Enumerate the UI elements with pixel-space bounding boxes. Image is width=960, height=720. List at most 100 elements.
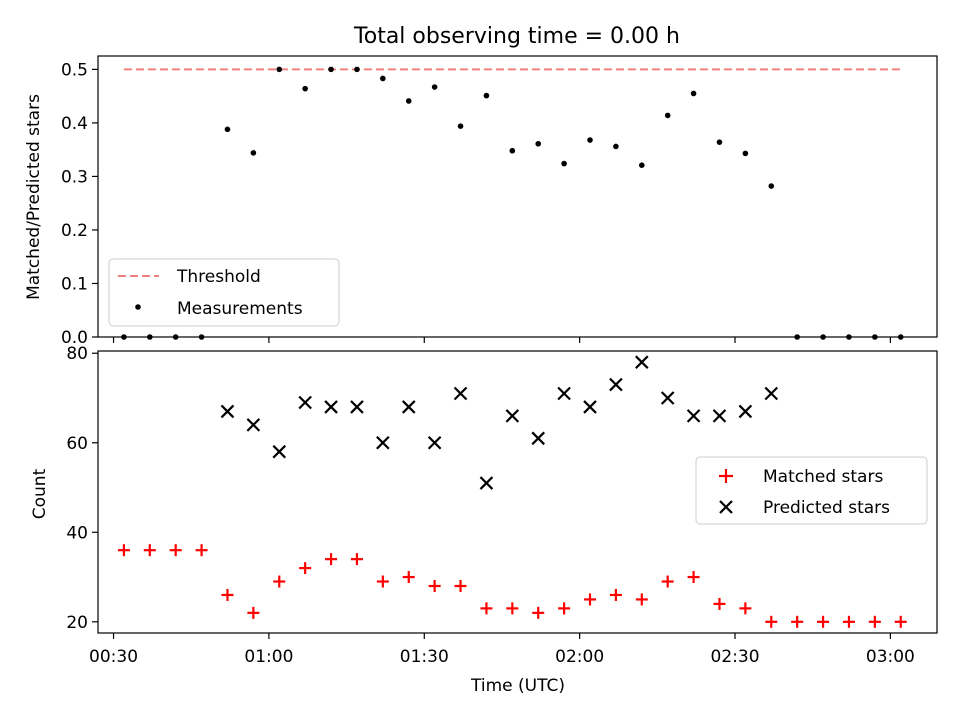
predicted-star-point: [764, 386, 779, 401]
matched-star-point: [402, 571, 415, 584]
measurement-point: [535, 140, 542, 147]
measurement-point: [328, 66, 334, 73]
measurement-point: [276, 66, 283, 73]
predicted-star-point: [686, 409, 701, 423]
bottom-legend-box: [695, 456, 928, 525]
predicted-star-point: [479, 476, 494, 490]
measurement-point: [742, 150, 749, 157]
measurement-point: [457, 123, 464, 129]
bottom-x-tick-label: 01:00: [244, 647, 293, 667]
measurement-point: [587, 137, 593, 143]
matched-star-point: [687, 571, 700, 584]
measurement-point: [431, 84, 438, 90]
measurement-point: [664, 112, 671, 119]
top-y-ticks: 0.0 0.1 0.2 0.3 0.4 0.5: [61, 60, 98, 348]
predicted-star-point: [583, 400, 597, 414]
predicted-star-point: [531, 431, 545, 446]
matched-star-point: [273, 575, 286, 588]
bottom-y-tick-label: 80: [66, 344, 88, 364]
bottom-x-tick-label: 00:30: [89, 647, 138, 667]
matched-star-point: [817, 615, 830, 628]
matched-star-point: [765, 615, 778, 628]
measurement-point: [561, 160, 567, 167]
top-y-tick-label: 0.5: [61, 60, 88, 80]
matched-star-point: [169, 544, 182, 557]
matched-star-point: [247, 606, 260, 619]
top-panel: 0.0 0.1 0.2 0.3 0.4 0.5 Matched/Predicted sta…: [24, 55, 938, 348]
measurement-point: [224, 126, 231, 133]
matched-star-point: [480, 602, 493, 615]
measurement-point: [690, 90, 697, 97]
legend-predicted-swatch: [719, 500, 733, 514]
measurement-point: [380, 75, 386, 82]
predicted-star-point: [427, 435, 442, 450]
legend-matched-swatch: [719, 469, 733, 483]
top-legend-box: [108, 258, 340, 327]
bottom-y-axis-label: Count: [30, 468, 50, 519]
matched-star-point: [376, 575, 389, 588]
bottom-y-tick-label: 60: [66, 434, 88, 454]
bottom-y-tick-label: 40: [66, 523, 88, 543]
matched-star-point: [635, 593, 648, 606]
matched-star-point: [506, 602, 519, 615]
top-marks: [121, 66, 904, 340]
predicted-star-point: [272, 444, 287, 459]
predicted-star-point: [246, 418, 261, 432]
measurement-point: [716, 139, 723, 145]
bottom-x-tick-label: 02:30: [711, 647, 760, 667]
matched-star-point: [117, 544, 130, 557]
top-axes-frame: [97, 55, 938, 338]
measurement-point: [483, 92, 490, 99]
matched-star-point: [299, 562, 312, 575]
top-x-ticks: [112, 337, 891, 343]
bottom-x-tick-label: 01:30: [400, 647, 449, 667]
legend-matched-label: Matched stars: [763, 467, 883, 487]
legend-threshold-label: Threshold: [176, 267, 261, 287]
matched-star-point: [454, 580, 467, 592]
measurement-point: [613, 143, 619, 150]
bottom-x-tick-label: 02:00: [555, 647, 604, 667]
figure-title: Total observing time = 0.00 h: [353, 24, 680, 49]
predicted-star-point: [557, 386, 571, 401]
matched-star-point: [221, 588, 234, 601]
top-y-tick-label: 0.0: [61, 328, 88, 348]
measurement-point: [509, 147, 516, 154]
top-y-axis-label: Matched/Predicted stars: [24, 94, 44, 300]
matched-star-point: [584, 593, 597, 606]
top-y-tick-label: 0.1: [61, 274, 88, 294]
bottom-x-axis-label: Time (UTC): [470, 676, 565, 696]
top-legend: Threshold Measurements: [108, 258, 340, 327]
matched-star-point: [428, 580, 441, 592]
top-y-tick-label: 0.2: [61, 221, 88, 241]
matched-star-point: [791, 615, 804, 628]
legend-predicted-label: Predicted stars: [763, 498, 890, 518]
measurement-point: [250, 150, 257, 156]
matched-star-point: [558, 602, 571, 615]
matched-star-point: [195, 544, 208, 557]
matched-star-point: [609, 588, 622, 601]
predicted-star-point: [376, 435, 390, 450]
matched-star-point: [894, 615, 907, 628]
bottom-axes-frame: [97, 350, 938, 634]
matched-star-point: [868, 615, 881, 628]
predicted-star-point: [505, 409, 520, 423]
matched-star-point: [713, 597, 726, 610]
matched-star-point: [661, 575, 674, 588]
legend-measurements-swatch: [135, 304, 141, 310]
measurement-point: [354, 66, 360, 73]
bottom-x-tick-label: 03:00: [866, 647, 915, 667]
predicted-star-point: [324, 400, 338, 414]
bottom-legend: Matched stars Predicted stars: [695, 456, 928, 525]
predicted-star-point: [401, 400, 416, 414]
predicted-star-point: [453, 386, 468, 401]
measurement-point: [638, 162, 645, 168]
predicted-star-point: [738, 404, 753, 419]
matched-star-point: [532, 606, 545, 619]
predicted-star-point: [350, 400, 364, 414]
predicted-star-point: [609, 377, 623, 392]
predicted-star-point: [298, 395, 312, 410]
measurement-point: [405, 98, 412, 104]
